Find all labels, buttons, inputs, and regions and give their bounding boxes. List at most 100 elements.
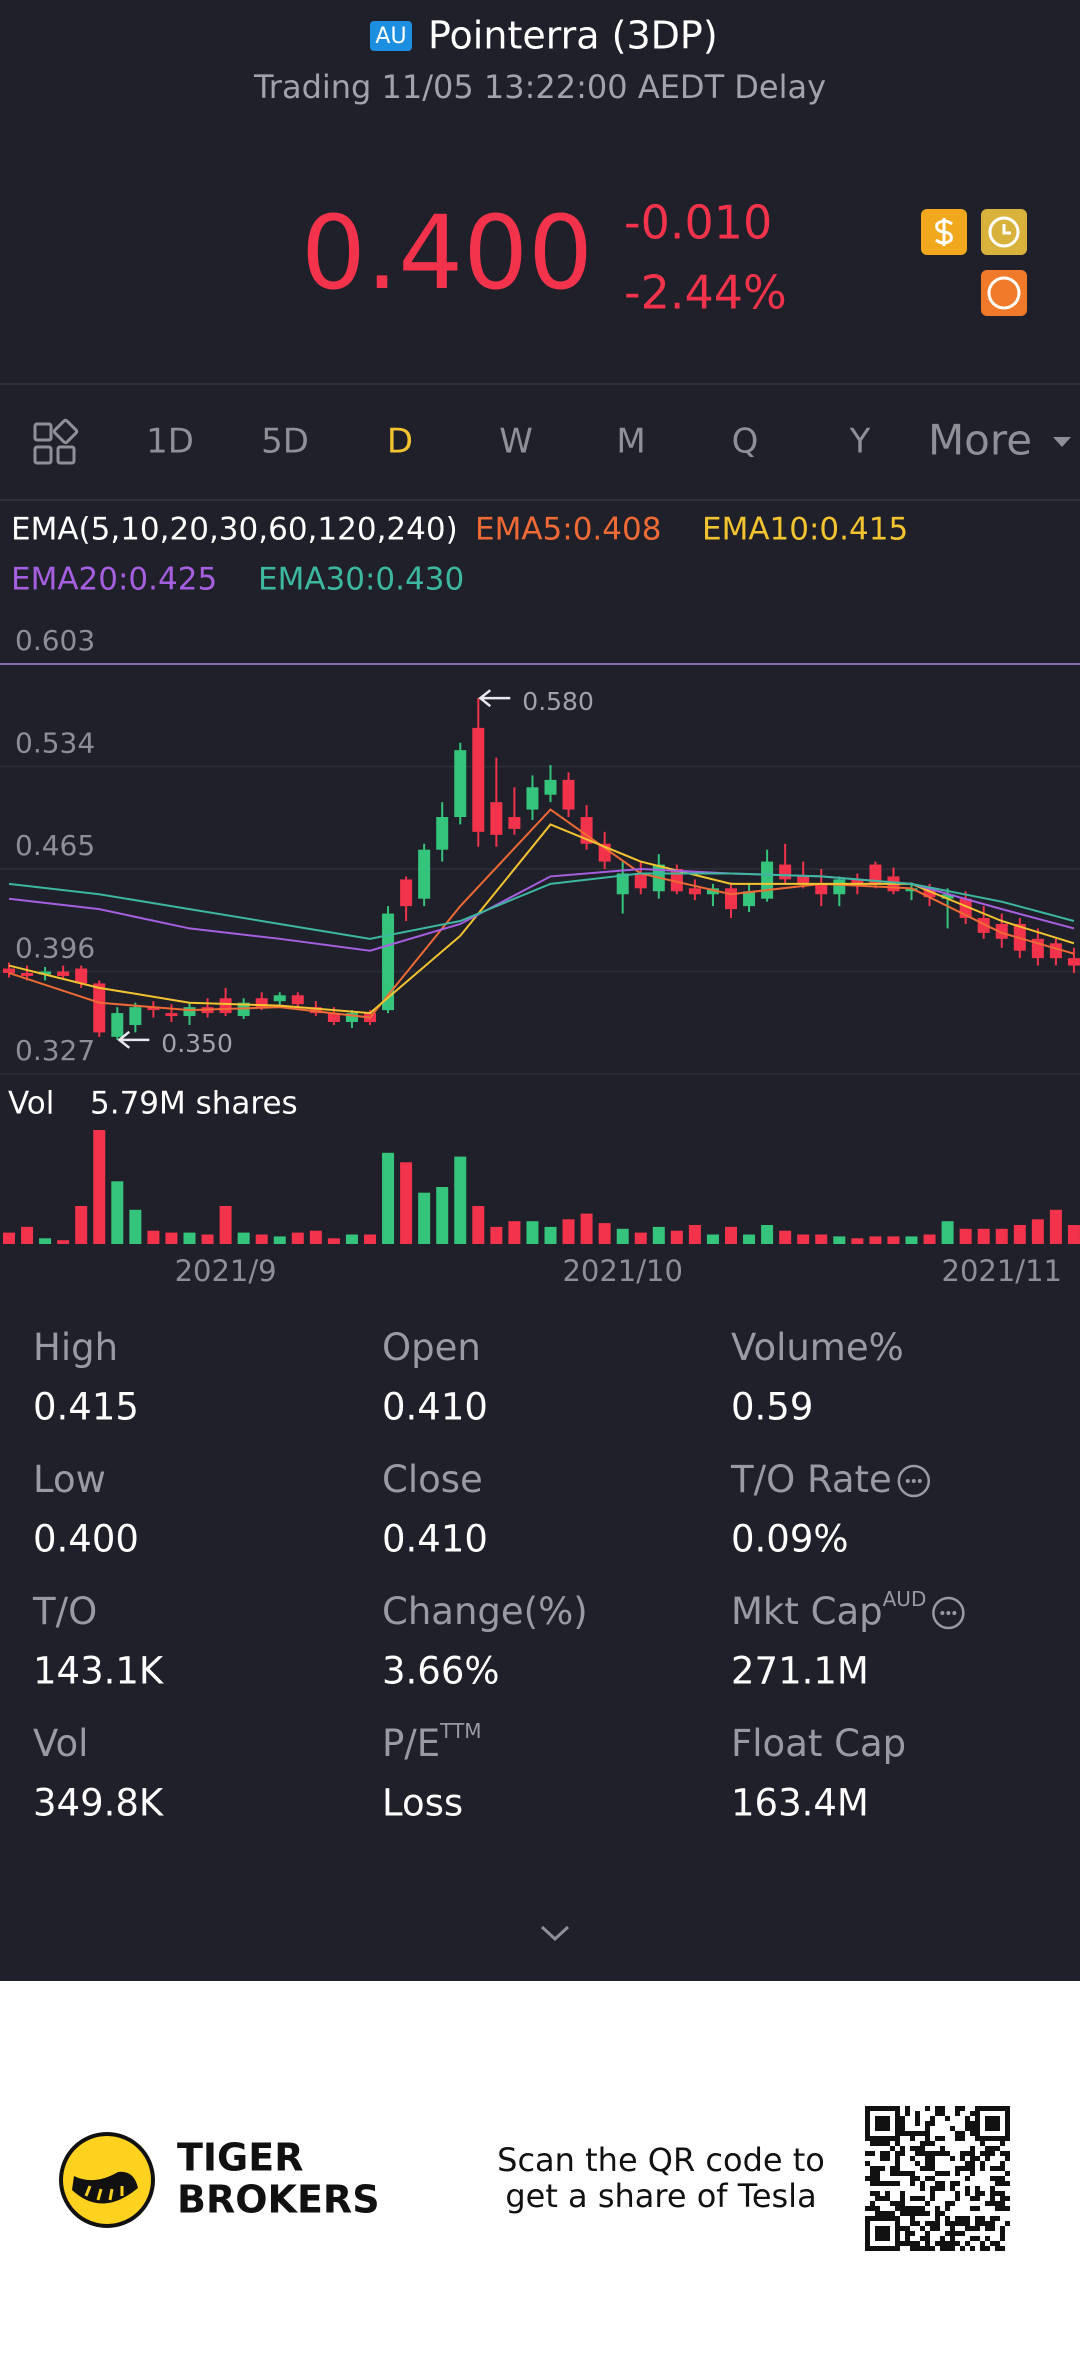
expand-chevron[interactable] bbox=[540, 1925, 570, 1942]
period-tab[interactable]: Y bbox=[849, 422, 871, 462]
volume-bar bbox=[508, 1221, 521, 1244]
candle-body bbox=[309, 1007, 322, 1014]
volume-bar bbox=[219, 1206, 232, 1244]
volume-bar bbox=[472, 1206, 485, 1244]
short-glyph bbox=[987, 276, 1021, 310]
volume-bar bbox=[959, 1228, 972, 1244]
volume-label: Vol bbox=[8, 1086, 54, 1122]
y-tick-label: 0.465 bbox=[15, 829, 95, 862]
ema-line bbox=[8, 808, 1075, 1019]
x-tick-label: 2021/9 bbox=[175, 1254, 277, 1288]
promo-line: get a share of Tesla bbox=[505, 2177, 816, 2215]
candle-body bbox=[327, 1013, 340, 1023]
stat-value: 163.4M bbox=[731, 1782, 869, 1825]
volume-bar bbox=[309, 1230, 322, 1244]
stat-label-text: Volume% bbox=[731, 1326, 904, 1369]
volume-bar bbox=[923, 1234, 936, 1244]
candle-body bbox=[219, 998, 232, 1014]
stats-grid: High 0.415 Open 0.410 Volume% 0.59 Low 0.400 Clo… bbox=[32, 1326, 965, 1825]
volume-bar bbox=[725, 1226, 737, 1244]
y-tick-label: 0.327 bbox=[15, 1034, 95, 1067]
volume-bar bbox=[273, 1236, 286, 1244]
volume-bar bbox=[382, 1152, 395, 1244]
stat-value: Loss bbox=[382, 1782, 463, 1825]
volume-bar bbox=[688, 1225, 701, 1244]
stat-label: Low bbox=[33, 1458, 106, 1501]
price-change-pct: -2.44% bbox=[624, 266, 787, 320]
period-tab[interactable]: 5D bbox=[261, 422, 309, 462]
logo-stripes bbox=[84, 2185, 124, 2201]
indicator-title: EMA(5,10,20,30,60,120,240) bbox=[11, 512, 458, 548]
volume-bar bbox=[418, 1192, 431, 1244]
stat-label-text: Change(%) bbox=[382, 1590, 588, 1633]
volume-bar bbox=[1067, 1225, 1080, 1244]
stat-label-sup: AUD bbox=[883, 1587, 927, 1611]
stat-value: 0.410 bbox=[382, 1518, 488, 1561]
volume-bar bbox=[291, 1232, 304, 1244]
candle-body bbox=[291, 995, 304, 1005]
period-tab[interactable]: D bbox=[387, 422, 413, 462]
stat-label-text: Open bbox=[382, 1326, 481, 1369]
volume-bar bbox=[454, 1156, 467, 1244]
volume-bar bbox=[345, 1234, 358, 1244]
info-icon[interactable] bbox=[897, 1464, 931, 1498]
stat-label: T/O Rate bbox=[730, 1458, 892, 1501]
candle-body bbox=[634, 873, 647, 889]
volume-bar bbox=[237, 1232, 250, 1244]
candle-body bbox=[851, 879, 864, 884]
stat-value: 271.1M bbox=[731, 1650, 869, 1693]
volume-bar bbox=[526, 1221, 539, 1244]
candle-body bbox=[1067, 958, 1080, 966]
candle-body bbox=[382, 913, 395, 1011]
info-icon[interactable] bbox=[932, 1596, 965, 1630]
candle-body bbox=[147, 1007, 160, 1011]
stat-label: Float Cap bbox=[731, 1722, 906, 1765]
volume-bar bbox=[57, 1240, 70, 1244]
volume-bar bbox=[400, 1162, 413, 1244]
period-tab[interactable]: Q bbox=[732, 422, 759, 462]
quote-icons[interactable] bbox=[921, 209, 1027, 316]
candle-body bbox=[418, 849, 431, 899]
stat-label-text: Mkt Cap bbox=[731, 1590, 883, 1633]
volume-bar bbox=[652, 1226, 665, 1244]
period-tab[interactable]: W bbox=[499, 422, 533, 462]
info-dot bbox=[952, 1611, 957, 1615]
candle-body bbox=[995, 923, 1008, 939]
stat-value: 0.410 bbox=[382, 1386, 488, 1429]
volume-bar bbox=[544, 1226, 557, 1244]
volume-bar bbox=[977, 1228, 990, 1244]
info-dot bbox=[946, 1611, 951, 1615]
candle-body bbox=[75, 968, 88, 984]
y-tick-label: 0.603 bbox=[15, 624, 95, 657]
candle-body bbox=[345, 1013, 358, 1023]
volume-bar bbox=[905, 1236, 918, 1244]
brand-line: TIGER bbox=[177, 2136, 303, 2180]
stat-label: Mkt CapAUD bbox=[731, 1587, 926, 1633]
layout-icon[interactable] bbox=[33, 418, 79, 465]
volume-bar bbox=[869, 1236, 882, 1244]
volume-bar bbox=[3, 1232, 15, 1244]
period-tab[interactable]: M bbox=[616, 422, 645, 462]
volume-bar bbox=[634, 1232, 647, 1244]
brand-line: BROKERS bbox=[177, 2178, 380, 2222]
more-caret[interactable] bbox=[1053, 437, 1071, 447]
period-tab[interactable]: 1D bbox=[146, 422, 194, 462]
candle-body bbox=[743, 891, 756, 907]
candle-body bbox=[454, 750, 467, 818]
volume-bar bbox=[255, 1234, 268, 1244]
extreme-arrow bbox=[478, 689, 511, 708]
qr-code bbox=[865, 2106, 1010, 2251]
volume-bar bbox=[670, 1230, 683, 1244]
volume-bar bbox=[21, 1226, 34, 1244]
volume-bar bbox=[165, 1232, 178, 1244]
period-tab[interactable]: More bbox=[928, 416, 1032, 465]
ema-legend: EMA20:0.425 bbox=[11, 562, 217, 598]
y-tick-label: 0.396 bbox=[15, 932, 95, 965]
stat-value: 0.400 bbox=[33, 1518, 139, 1561]
candle-body bbox=[472, 727, 485, 832]
stat-label-text: Float Cap bbox=[731, 1722, 906, 1765]
volume-bar bbox=[1031, 1219, 1044, 1244]
qr-modules bbox=[865, 2106, 1010, 2251]
